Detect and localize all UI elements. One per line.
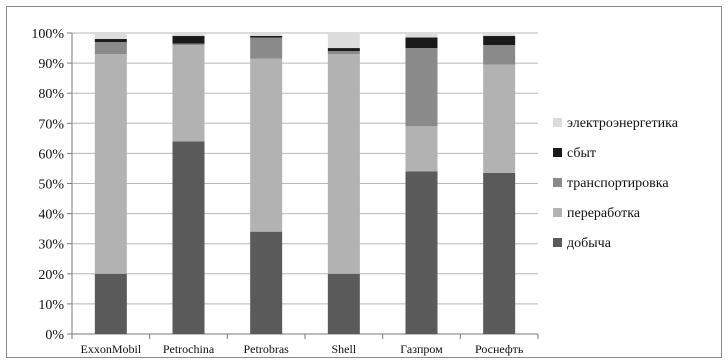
x-tick-label: Petrobras	[244, 342, 290, 356]
bar-segment	[250, 231, 283, 334]
bar-segment	[327, 51, 360, 55]
bar-segment	[94, 42, 127, 55]
bar-segment	[250, 58, 283, 232]
y-tick-label: 80%	[38, 87, 64, 102]
y-tick-label: 50%	[38, 178, 64, 193]
x-tick-label: Petrochina	[163, 342, 215, 356]
y-tick-label: 60%	[38, 147, 64, 162]
y-tick-label: 70%	[38, 117, 64, 132]
x-tick-label: Газпром	[400, 342, 443, 356]
bar-segment	[172, 36, 205, 44]
bar-segment	[405, 171, 438, 334]
x-tick-label: ExxonMobil	[80, 342, 141, 356]
legend-swatch	[553, 238, 562, 247]
bar-segment	[327, 48, 360, 52]
bar-segment	[483, 64, 516, 173]
legend-label: добыча	[567, 236, 612, 251]
bar-segment	[172, 45, 205, 142]
y-tick-label: 30%	[38, 238, 64, 253]
bar-segment	[483, 172, 516, 334]
bar-segment	[483, 36, 516, 46]
y-tick-label: 100%	[31, 27, 64, 42]
bar-segment	[172, 43, 205, 46]
y-tick-label: 0%	[45, 328, 64, 343]
bar-segment	[172, 33, 205, 37]
bar-segment	[405, 33, 438, 38]
legend-label: транспортировка	[567, 176, 669, 191]
bar-segment	[94, 273, 127, 334]
bar-segment	[405, 48, 438, 127]
legend-swatch	[553, 118, 562, 127]
bar-segment	[405, 37, 438, 49]
bar-segment	[172, 141, 205, 334]
bar-segment	[405, 126, 438, 172]
legend-label: переработка	[567, 206, 641, 221]
y-tick-label: 10%	[38, 298, 64, 313]
x-tick-label: Shell	[331, 342, 356, 356]
bar-segment	[327, 33, 360, 49]
legend-swatch	[553, 148, 562, 157]
bar-segment	[94, 39, 127, 43]
bar-segment	[250, 37, 283, 59]
bar-segment	[94, 33, 127, 40]
legend-swatch	[553, 178, 562, 187]
legend-label: электроэнергетика	[567, 116, 679, 131]
bar-segment	[483, 45, 516, 65]
y-tick-label: 20%	[38, 268, 64, 283]
bar-segment	[250, 36, 283, 38]
y-tick-label: 90%	[38, 57, 64, 72]
bar-segment	[327, 54, 360, 274]
x-tick-label: Роснефть	[475, 342, 524, 356]
bar-segment	[483, 33, 516, 37]
legend-label: сбыт	[567, 146, 596, 161]
y-tick-label: 40%	[38, 208, 64, 223]
bar-segment	[94, 54, 127, 274]
legend-swatch	[553, 208, 562, 217]
bar-segment	[250, 33, 283, 37]
bar-segment	[327, 273, 360, 334]
